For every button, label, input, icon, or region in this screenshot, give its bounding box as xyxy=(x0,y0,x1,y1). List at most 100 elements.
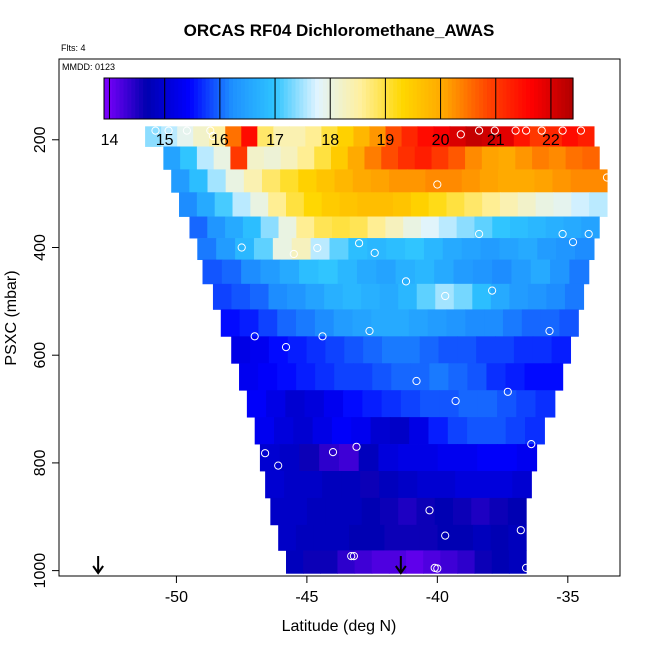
colorbar: 14 15 16 17 18 19 20 21 22 xyxy=(101,77,574,149)
heatmap-cell xyxy=(481,146,500,170)
heatmap-cell xyxy=(268,192,287,217)
heatmap-cell xyxy=(338,444,360,472)
heatmap-cell xyxy=(448,363,469,391)
heatmap-cell xyxy=(313,524,332,551)
sample-point xyxy=(516,526,525,535)
colorbar-swatch xyxy=(115,78,121,119)
colorbar-swatch xyxy=(272,78,277,119)
heatmap-cell xyxy=(274,417,294,445)
colorbar-swatch xyxy=(213,78,218,119)
heatmap-cell xyxy=(296,363,316,391)
heatmap-cell xyxy=(371,309,391,337)
heatmap-cell xyxy=(231,283,251,310)
chart-title: ORCAS RF04 Dichloromethane_AWAS xyxy=(184,21,495,40)
heatmap-cell xyxy=(563,216,582,239)
heatmap-cell xyxy=(490,524,509,551)
heatmap-cell xyxy=(505,363,526,391)
heatmap-cell xyxy=(417,444,439,472)
heatmap-cell xyxy=(361,283,381,310)
heatmap-cell xyxy=(379,497,399,526)
heatmap-cell xyxy=(352,169,372,193)
down-arrow-head xyxy=(92,565,104,575)
heatmap-cell xyxy=(221,259,242,285)
heatmap-cell xyxy=(474,216,493,239)
heatmap-cell xyxy=(314,309,335,337)
heatmap-cell xyxy=(492,259,513,285)
heatmap-cell xyxy=(499,192,519,217)
heatmap-cell xyxy=(493,470,513,499)
colorbar-swatch xyxy=(416,78,422,119)
sample-point xyxy=(237,243,246,252)
heatmap-cell xyxy=(446,192,465,217)
heatmap-cell xyxy=(299,259,319,285)
heatmap-cell xyxy=(409,417,430,445)
heatmap-cell xyxy=(259,444,281,472)
heatmap-cell xyxy=(231,336,251,364)
sample-point xyxy=(558,229,567,239)
heatmap-cell xyxy=(577,126,595,147)
colorbar-swatch xyxy=(127,78,132,119)
heatmap-cell xyxy=(434,259,455,285)
heatmap-cell xyxy=(189,216,208,239)
heatmap-cell xyxy=(471,497,491,526)
sample-point xyxy=(313,243,322,253)
colorbar-swatch xyxy=(252,78,258,119)
colorbar-tick-label: 15 xyxy=(156,132,174,149)
heatmap-cell xyxy=(465,309,485,337)
sample-point xyxy=(602,173,612,182)
colorbar-swatch xyxy=(358,78,363,119)
heatmap-cell xyxy=(343,497,363,526)
heatmap-cell xyxy=(253,238,274,261)
colorbar-swatch xyxy=(229,78,234,119)
heatmap-cell xyxy=(477,390,498,418)
colorbar-swatch xyxy=(205,78,211,119)
heatmap-cell xyxy=(296,309,316,337)
colorbar-swatch xyxy=(139,78,144,119)
colorbar-tick-label: 16 xyxy=(211,132,229,149)
heatmap-cell xyxy=(516,169,535,193)
heatmap-cell xyxy=(529,126,547,147)
heatmap-cell xyxy=(455,524,474,551)
sample-point xyxy=(522,563,531,573)
colorbar-swatch xyxy=(483,78,488,119)
heatmap-cell xyxy=(381,336,402,364)
heatmap-cell xyxy=(447,417,468,445)
heatmap-cell xyxy=(284,470,304,499)
sample-point xyxy=(490,126,499,135)
colorbar-swatch xyxy=(119,78,125,119)
heatmap-cell xyxy=(571,192,590,217)
heatmap-cell xyxy=(492,216,511,239)
heatmap-cell xyxy=(489,497,509,526)
sample-point xyxy=(433,180,442,189)
heatmap-cell xyxy=(428,192,448,217)
heatmap-cell xyxy=(349,216,369,239)
heatmap-cell xyxy=(559,309,579,337)
heatmap-cell xyxy=(398,470,418,499)
heatmap-cell xyxy=(270,497,290,526)
heatmap-cell xyxy=(545,216,565,239)
heatmap-cell xyxy=(443,169,463,193)
heatmap-cell xyxy=(247,146,265,170)
colorbar-swatch xyxy=(412,78,418,119)
heatmap-cell xyxy=(436,470,456,499)
colorbar-swatch xyxy=(248,78,254,119)
heatmap-cell xyxy=(341,470,361,499)
heatmap-cell xyxy=(214,192,234,217)
heatmap-cell xyxy=(213,146,232,170)
heatmap-cell xyxy=(465,146,483,170)
colorbar-swatch xyxy=(299,78,304,119)
colorbar-swatch xyxy=(455,78,461,119)
colorbar-swatch xyxy=(225,78,230,119)
colorbar-swatch xyxy=(385,78,390,119)
sample-point xyxy=(318,332,327,341)
heatmap-cell xyxy=(498,146,516,170)
colorbar-swatch xyxy=(334,78,340,119)
heatmap-cell xyxy=(261,169,281,193)
heatmap-cell xyxy=(513,336,534,364)
heatmap-cell xyxy=(497,390,517,418)
heatmap-cell xyxy=(291,238,312,261)
colorbar-swatch xyxy=(479,78,484,119)
colorbar-tick-label: 21 xyxy=(487,132,505,149)
colorbar-swatch xyxy=(150,78,156,119)
heatmap-cell xyxy=(286,550,304,574)
